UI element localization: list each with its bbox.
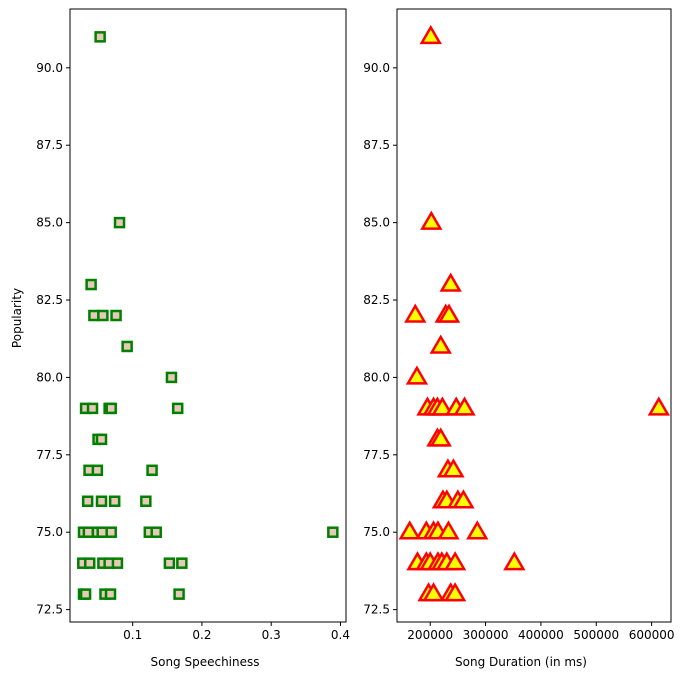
speechiness-y-tick-label: 72.5 bbox=[36, 603, 63, 617]
duration-y-tick-label: 77.5 bbox=[363, 448, 390, 462]
speechiness-y-tick-label: 85.0 bbox=[36, 216, 63, 230]
speechiness-point bbox=[81, 495, 94, 508]
duration-point bbox=[429, 427, 452, 447]
duration-point bbox=[431, 396, 454, 416]
speechiness-point bbox=[140, 495, 152, 508]
speechiness-x-tick-label: 0.1 bbox=[123, 628, 142, 642]
speechiness-point bbox=[176, 557, 188, 569]
speechiness-point bbox=[85, 278, 97, 291]
speechiness-x-tick-label: 0.2 bbox=[192, 628, 211, 642]
duration-point bbox=[443, 551, 467, 571]
duration-x-tick-label: 400000 bbox=[518, 628, 564, 642]
duration-point bbox=[647, 396, 670, 416]
speechiness-point bbox=[91, 464, 104, 477]
speechiness-y-tick-label: 77.5 bbox=[36, 448, 63, 462]
speechiness-y-tick-label: 87.5 bbox=[36, 138, 63, 152]
x-axis-label-duration: Song Duration (in ms) bbox=[455, 655, 587, 669]
speechiness-point bbox=[104, 588, 117, 600]
duration-point bbox=[398, 520, 421, 540]
speechiness-y-tick-label: 82.5 bbox=[36, 293, 63, 307]
speechiness-point bbox=[121, 340, 133, 353]
duration-point bbox=[443, 582, 467, 602]
speechiness-point bbox=[97, 309, 109, 322]
duration-point bbox=[405, 365, 429, 385]
speechiness-point bbox=[110, 309, 122, 322]
speechiness-y-tick-label: 90.0 bbox=[36, 61, 63, 75]
duration-x-tick-label: 200000 bbox=[407, 628, 453, 642]
duration-point bbox=[422, 582, 445, 602]
duration-point bbox=[419, 24, 442, 45]
duration-point bbox=[439, 272, 462, 292]
speechiness-y-tick-label: 80.0 bbox=[36, 370, 63, 384]
duration-y-tick-label: 87.5 bbox=[363, 138, 390, 152]
duration-y-tick-label: 80.0 bbox=[363, 370, 390, 384]
duration-y-tick-label: 85.0 bbox=[363, 216, 390, 230]
speechiness-axes-frame bbox=[69, 8, 347, 623]
speechiness-scatter-panel: 72.5 75.0 77.5 80.0 82.5 85.0 87.5 90.0 0.1 0.2 0.… bbox=[36, 8, 350, 642]
speechiness-point bbox=[86, 402, 99, 415]
duration-point bbox=[437, 520, 460, 540]
duration-x-tick-label: 300000 bbox=[463, 628, 509, 642]
duration-axes-frame bbox=[396, 8, 672, 623]
speechiness-point bbox=[146, 464, 158, 477]
duration-y-tick-label: 82.5 bbox=[363, 293, 390, 307]
duration-point bbox=[420, 210, 443, 230]
x-axis-label-speechiness: Song Speechiness bbox=[150, 655, 259, 669]
speechiness-point bbox=[88, 309, 100, 322]
speechiness-point bbox=[165, 371, 178, 384]
speechiness-point bbox=[82, 526, 95, 538]
speechiness-point bbox=[173, 588, 185, 600]
duration-x-tick-label: 600000 bbox=[629, 628, 675, 642]
speechiness-y-tick-label: 75.0 bbox=[36, 525, 63, 539]
duration-point bbox=[404, 303, 427, 323]
speechiness-point bbox=[111, 557, 124, 569]
speechiness-x-tick-label: 0.4 bbox=[331, 628, 350, 642]
speechiness-point bbox=[95, 433, 108, 446]
speechiness-point bbox=[95, 495, 108, 508]
speechiness-point bbox=[94, 31, 106, 43]
speechiness-point bbox=[163, 557, 176, 569]
duration-scatter-panel: 72.5 75.0 77.5 80.0 82.5 85.0 87.5 90.0 200000 30… bbox=[363, 8, 675, 642]
speechiness-point bbox=[113, 216, 126, 229]
speechiness-point bbox=[150, 526, 162, 538]
speechiness-point bbox=[171, 402, 184, 415]
duration-point bbox=[442, 458, 465, 478]
speechiness-point bbox=[108, 495, 121, 508]
speechiness-point bbox=[105, 402, 117, 415]
duration-point bbox=[453, 396, 476, 416]
duration-point bbox=[429, 334, 452, 354]
duration-x-tick-label: 500000 bbox=[573, 628, 619, 642]
duration-point bbox=[466, 520, 489, 540]
y-axis-label-popularity: Popularity bbox=[10, 288, 24, 348]
duration-point bbox=[503, 551, 526, 571]
duration-point bbox=[437, 303, 461, 323]
speechiness-x-tick-label: 0.3 bbox=[262, 628, 281, 642]
duration-point bbox=[452, 489, 475, 509]
speechiness-point bbox=[96, 526, 108, 538]
speechiness-point bbox=[105, 526, 117, 538]
speechiness-point bbox=[327, 526, 339, 538]
duration-y-tick-label: 90.0 bbox=[363, 61, 390, 75]
speechiness-point bbox=[83, 557, 96, 569]
speechiness-point bbox=[79, 588, 92, 600]
duration-y-tick-label: 72.5 bbox=[363, 603, 390, 617]
duration-y-tick-label: 75.0 bbox=[363, 525, 390, 539]
